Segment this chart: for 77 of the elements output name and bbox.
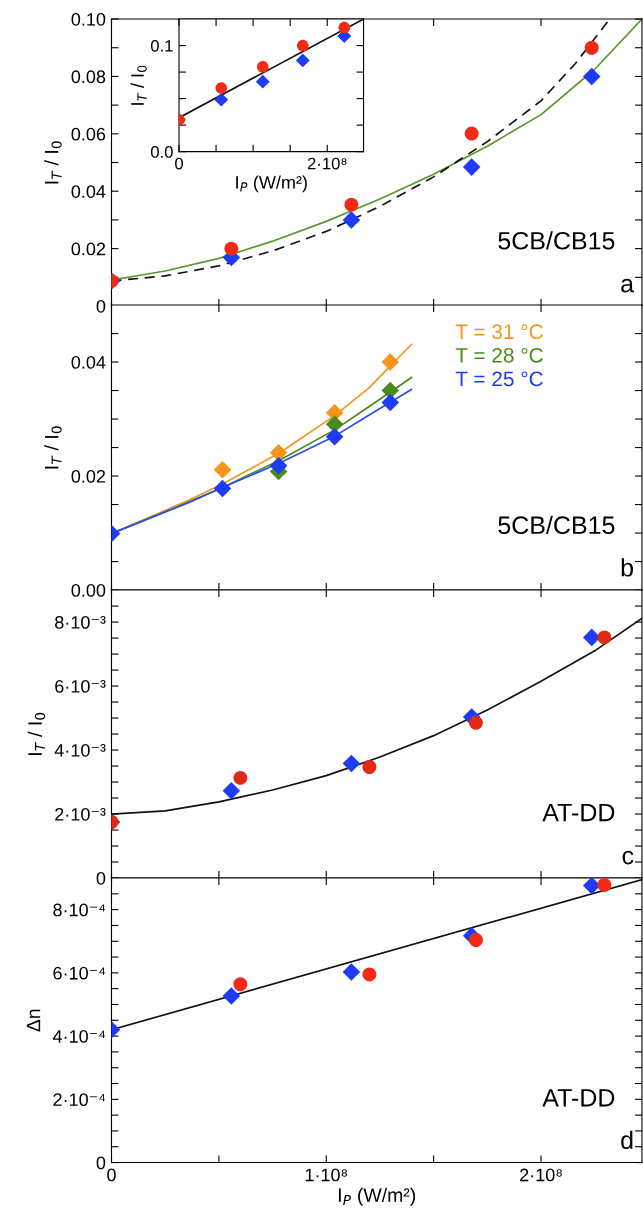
point xyxy=(381,353,400,371)
point xyxy=(469,933,483,947)
y-axis-title: Δn xyxy=(26,1009,41,1032)
y-tick-label: 2·10⁻³ xyxy=(55,807,106,821)
point xyxy=(597,630,612,645)
point xyxy=(325,415,344,433)
point xyxy=(222,987,241,1005)
point xyxy=(342,963,361,981)
y-tick-label: 0.10 xyxy=(71,12,106,26)
point xyxy=(215,82,228,94)
annotation: AT-DD xyxy=(542,803,615,822)
point xyxy=(362,967,377,982)
y-tick-label: 6·10⁻³ xyxy=(55,679,106,693)
text: T = 25 °C xyxy=(455,371,543,387)
y-tick-label: 0.08 xyxy=(71,70,106,84)
y-tick-label: 0.02 xyxy=(71,469,106,483)
text: T = 28 °C xyxy=(455,347,543,363)
point xyxy=(344,197,359,212)
point xyxy=(255,74,270,89)
y-tick-label: 8·10⁻⁴ xyxy=(53,903,106,917)
point xyxy=(233,770,248,785)
y-axis-title: I$_{T}$ / I$_{0}$ xyxy=(130,65,147,105)
point xyxy=(597,878,612,892)
point xyxy=(213,479,232,498)
x-tick-label: 1·10⁸ xyxy=(305,1168,348,1182)
annotation: c xyxy=(622,850,634,865)
point xyxy=(462,158,481,176)
point xyxy=(213,460,232,479)
y-axis-title: I$_{T}$ / I$_{0}$ xyxy=(27,712,46,755)
point xyxy=(222,781,241,800)
point xyxy=(338,21,351,34)
y-tick-label: 0 xyxy=(96,299,106,313)
point xyxy=(469,715,483,730)
x-tick-label: 0 xyxy=(107,1168,116,1182)
y-tick-label: 0 xyxy=(96,1156,106,1170)
annotation: 5CB/CB15 xyxy=(498,231,615,250)
y-axis-title: I$_{T}$ / I$_{0}$ xyxy=(44,426,62,469)
y-tick-label: 0.00 xyxy=(71,583,106,597)
annotation: a xyxy=(621,278,635,293)
point xyxy=(584,40,599,55)
point xyxy=(295,53,310,68)
point xyxy=(296,39,309,52)
x-axis-title: I$_{P}$ (W/m²) xyxy=(338,1187,416,1206)
point xyxy=(256,60,269,73)
point xyxy=(342,211,361,229)
y-tick-label: 0.02 xyxy=(71,242,106,256)
point xyxy=(224,241,239,256)
point xyxy=(582,67,601,86)
text: T = 31 °C xyxy=(455,324,543,340)
point xyxy=(381,393,400,412)
x-tick-label: 2·10⁸ xyxy=(520,1168,562,1182)
point xyxy=(464,126,479,141)
y-tick-label: 4·10⁻⁴ xyxy=(52,1030,106,1043)
y-tick-label: 0.1 xyxy=(150,39,173,52)
point xyxy=(269,443,288,462)
y-tick-label: 0.06 xyxy=(71,127,106,141)
annotation: 5CB/CB15 xyxy=(498,515,615,535)
y-tick-label: 0.0 xyxy=(150,146,173,158)
annotation: b xyxy=(621,558,633,577)
point xyxy=(214,92,229,107)
point xyxy=(325,427,344,446)
y-tick-label: 0 xyxy=(96,871,106,885)
y-axis-title: I$_{T}$ / I$_{0}$ xyxy=(44,141,62,184)
annotation: d xyxy=(621,1130,633,1150)
y-tick-label: 4·10⁻³ xyxy=(54,743,106,757)
y-tick-label: 8·10⁻³ xyxy=(55,615,106,629)
y-tick-label: 6·10⁻⁴ xyxy=(53,966,106,980)
x-axis-title: I$_{P}$ (W/m²) xyxy=(236,175,307,193)
point xyxy=(269,457,288,475)
point xyxy=(233,977,248,992)
y-tick-label: 2·10⁻⁴ xyxy=(53,1093,106,1107)
point xyxy=(342,754,361,773)
point xyxy=(362,760,377,774)
y-tick-label: 0.04 xyxy=(71,355,106,369)
x-tick-label: 2·10⁸ xyxy=(307,157,347,170)
annotation: AT-DD xyxy=(542,1089,615,1107)
y-tick-label: 0.04 xyxy=(71,185,106,198)
